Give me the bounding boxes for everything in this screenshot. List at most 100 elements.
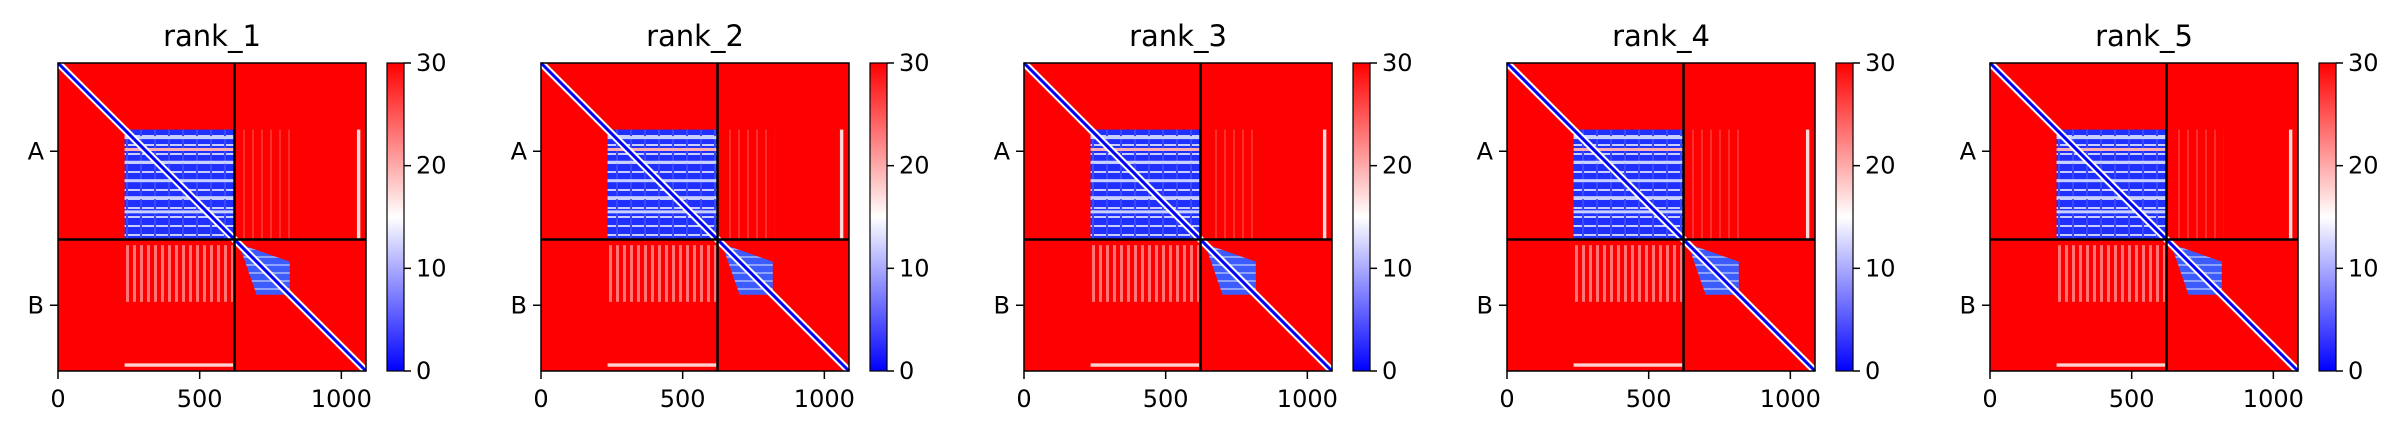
band — [1090, 136, 1201, 140]
band — [1573, 136, 1684, 140]
right-band — [1805, 129, 1810, 240]
panel-title: rank_2 — [646, 19, 744, 53]
y-tick-label: A — [1960, 137, 1977, 165]
colorbar: 0 10 20 30 — [386, 49, 447, 385]
x-tick-label: 0 — [1016, 385, 1031, 413]
panel-1: rank_1 A B 0 500 1000 0 10 20 30 — [28, 19, 447, 413]
x-tick-label: 0 — [1499, 385, 1514, 413]
band — [2056, 136, 2167, 140]
panel-title: rank_1 — [163, 19, 261, 53]
y-tick-label: A — [1477, 137, 1494, 165]
inter-chain-stripes — [1573, 245, 1684, 302]
band — [124, 210, 235, 214]
y-tick-label: A — [994, 137, 1011, 165]
x-tick-label: 1000 — [1277, 385, 1338, 413]
axes-frame — [1989, 62, 2299, 372]
colorbar-gradient — [2318, 62, 2337, 372]
colorbar-tick-label: 0 — [416, 357, 431, 385]
band — [1573, 196, 1684, 200]
colorbar-tick-label: 0 — [1382, 357, 1397, 385]
band — [607, 196, 718, 200]
inter-chain-stripes — [124, 245, 235, 302]
y-tick-label: B — [1960, 291, 1976, 319]
y-tick-label: B — [28, 291, 44, 319]
colorbar: 0 10 20 30 — [1835, 49, 1896, 385]
axes-frame — [57, 62, 367, 372]
panel-title: rank_3 — [1129, 19, 1227, 53]
colorbar-tick-label: 0 — [2348, 357, 2363, 385]
colorbar-gradient — [1835, 62, 1854, 372]
colorbar-tick-label: 30 — [2348, 49, 2379, 77]
y-tick-label: A — [28, 137, 45, 165]
inter-chain-stripes — [607, 245, 718, 302]
band — [124, 136, 235, 140]
colorbar-tick-label: 20 — [1382, 152, 1413, 180]
band — [124, 160, 235, 164]
inter-chain-stripes — [1090, 245, 1201, 302]
panel-3: rank_3 A B 0 500 1000 0 10 20 30 — [994, 19, 1413, 413]
y-tick-label: A — [511, 137, 528, 165]
colorbar-tick-label: 30 — [416, 49, 447, 77]
y-tick-label: B — [511, 291, 527, 319]
band — [2056, 148, 2167, 152]
band — [2056, 196, 2167, 200]
colorbar-tick-label: 30 — [1382, 49, 1413, 77]
bottom-band — [1090, 363, 1201, 367]
colorbar: 0 10 20 30 — [1352, 49, 1413, 385]
x-tick-label: 0 — [1982, 385, 1997, 413]
right-band — [2288, 129, 2293, 240]
colorbar-tick-label: 10 — [1382, 254, 1413, 282]
band — [2056, 210, 2167, 214]
x-tick-label: 500 — [2109, 385, 2155, 413]
band — [1090, 160, 1201, 164]
x-tick-label: 0 — [50, 385, 65, 413]
diagonal — [539, 61, 851, 373]
diagonal — [1505, 61, 1817, 373]
colorbar-gradient — [386, 62, 405, 372]
diagonal — [1988, 61, 2300, 373]
inter-chain-stripes — [1692, 129, 1741, 240]
panel-title: rank_4 — [1612, 19, 1710, 53]
y-tick-label: B — [994, 291, 1010, 319]
colorbar-tick-label: 30 — [899, 49, 930, 77]
x-tick-label: 500 — [660, 385, 706, 413]
band — [607, 148, 718, 152]
axes-frame — [540, 62, 850, 372]
band — [607, 136, 718, 140]
inter-chain-stripes — [2175, 129, 2224, 240]
colorbar-tick-label: 30 — [1865, 49, 1896, 77]
colorbar: 0 10 20 30 — [2318, 49, 2379, 385]
colorbar-tick-label: 20 — [416, 152, 447, 180]
y-tick-label: B — [1477, 291, 1493, 319]
inter-chain-stripes — [1209, 129, 1258, 240]
inter-chain-stripes — [2056, 245, 2167, 302]
colorbar-gradient — [869, 62, 888, 372]
colorbar-tick-label: 0 — [899, 357, 914, 385]
panel-2: rank_2 A B 0 500 1000 0 10 20 30 — [511, 19, 930, 413]
band — [1090, 210, 1201, 214]
band — [1090, 196, 1201, 200]
colorbar: 0 10 20 30 — [869, 49, 930, 385]
panel-4: rank_4 A B 0 500 1000 0 10 20 30 — [1477, 19, 1896, 413]
bottom-band — [124, 363, 235, 367]
right-band — [839, 129, 844, 240]
band — [1573, 210, 1684, 214]
diagonal — [56, 61, 368, 373]
colorbar-gradient — [1352, 62, 1371, 372]
colorbar-tick-label: 0 — [1865, 357, 1880, 385]
x-tick-label: 1000 — [794, 385, 855, 413]
bottom-band — [607, 363, 718, 367]
band — [2056, 160, 2167, 164]
colorbar-tick-label: 10 — [416, 254, 447, 282]
x-tick-label: 500 — [177, 385, 223, 413]
colorbar-tick-label: 20 — [1865, 152, 1896, 180]
colorbar-tick-label: 10 — [2348, 254, 2379, 282]
band — [607, 210, 718, 214]
colorbar-tick-label: 20 — [899, 152, 930, 180]
x-tick-label: 1000 — [1760, 385, 1821, 413]
band — [124, 196, 235, 200]
band — [1573, 160, 1684, 164]
band — [1573, 148, 1684, 152]
colorbar-tick-label: 10 — [1865, 254, 1896, 282]
